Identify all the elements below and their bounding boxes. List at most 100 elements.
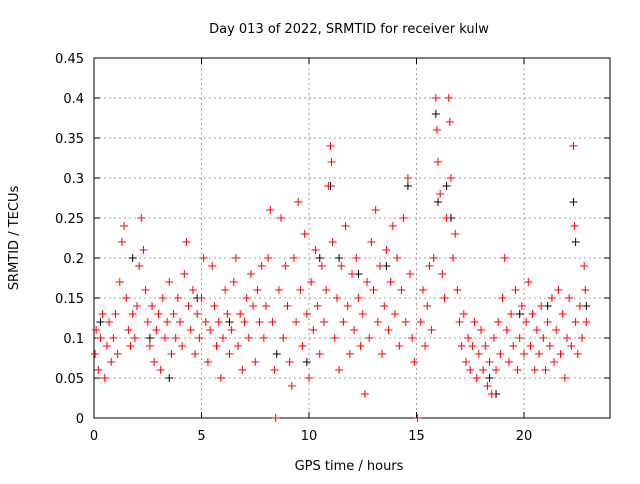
data-point-red <box>339 318 348 326</box>
data-points <box>91 94 591 422</box>
data-point-red <box>262 302 270 310</box>
data-point-red <box>195 334 204 342</box>
data-point-red <box>98 310 107 318</box>
data-point-red <box>257 262 266 270</box>
data-point-red <box>229 278 238 286</box>
data-point-red <box>341 222 350 230</box>
plot-border <box>93 57 611 419</box>
y-tick-label: 0.3 <box>63 172 84 187</box>
data-point-red <box>327 158 336 166</box>
data-point-black <box>571 238 580 246</box>
data-point-red <box>470 318 479 326</box>
data-point-red <box>231 254 240 262</box>
data-point-red <box>292 318 301 326</box>
data-point-red <box>384 326 393 334</box>
data-point-red <box>289 254 298 262</box>
x-tick-label: 10 <box>301 429 318 444</box>
data-point-red <box>453 286 462 294</box>
data-point-red <box>511 286 520 294</box>
data-point-red <box>446 174 455 182</box>
data-point-red <box>494 318 503 326</box>
data-point-red <box>356 342 365 350</box>
data-point-red <box>528 310 537 318</box>
y-tick-label: 0.15 <box>55 292 84 307</box>
data-point-red <box>96 334 105 342</box>
data-point-red <box>109 334 118 342</box>
data-point-red <box>266 206 275 214</box>
y-tick-label: 0 <box>76 412 84 427</box>
data-point-red <box>227 326 236 334</box>
data-point-red <box>320 318 329 326</box>
data-point-red <box>143 318 152 326</box>
data-point-red <box>137 214 146 222</box>
data-point-black <box>431 110 440 118</box>
y-tick-label: 0.35 <box>55 132 84 147</box>
data-point-red <box>563 334 571 342</box>
data-point-red <box>354 294 363 302</box>
x-tick-label: 20 <box>516 429 533 444</box>
data-point-red <box>513 366 522 374</box>
data-point-red <box>246 270 255 278</box>
y-tick-label: 0.4 <box>63 92 84 107</box>
data-point-red <box>326 142 335 150</box>
data-point-red <box>214 318 223 326</box>
data-point-red <box>271 414 280 422</box>
data-point-red <box>212 342 221 350</box>
data-point-red <box>107 358 116 366</box>
data-point-red <box>569 142 578 150</box>
y-tick-label: 0.1 <box>63 332 84 347</box>
y-tick-label: 0.25 <box>55 212 84 227</box>
data-point-red <box>186 326 195 334</box>
data-point-red <box>100 374 109 382</box>
data-point-red <box>352 254 361 262</box>
data-point-red <box>268 318 277 326</box>
x-tick-label: 0 <box>90 429 98 444</box>
data-point-red <box>481 342 490 350</box>
data-point-red <box>547 294 556 302</box>
data-point-red <box>141 286 150 294</box>
data-point-red <box>249 302 258 310</box>
data-point-red <box>216 374 225 382</box>
data-point-red <box>169 310 178 318</box>
data-point-red <box>375 262 384 270</box>
data-point-red <box>242 294 251 302</box>
data-point-red <box>565 294 574 302</box>
data-point-red <box>438 270 447 278</box>
data-point-red <box>522 318 531 326</box>
data-point-red <box>373 318 382 326</box>
data-point-red <box>423 302 432 310</box>
data-point-red <box>350 326 359 334</box>
data-point-red <box>386 278 395 286</box>
data-point-black <box>165 374 174 382</box>
data-point-red <box>530 366 539 374</box>
data-point-red <box>343 302 352 310</box>
chart-title: Day 013 of 2022, SRMTID for receiver kul… <box>209 22 489 37</box>
data-point-red <box>388 222 397 230</box>
data-point-black <box>128 254 137 262</box>
data-point-red <box>199 254 208 262</box>
data-point-red <box>277 214 286 222</box>
data-point-red <box>487 390 496 398</box>
data-point-red <box>399 214 408 222</box>
data-point-red <box>421 342 430 350</box>
data-point-black <box>272 350 281 358</box>
data-point-red <box>461 358 470 366</box>
data-point-red <box>552 326 561 334</box>
data-point-red <box>489 334 498 342</box>
data-point-red <box>532 326 541 334</box>
data-point-red <box>251 358 260 366</box>
data-point-red <box>558 310 567 318</box>
data-point-black <box>403 182 412 190</box>
data-point-red <box>444 94 453 102</box>
data-point-red <box>395 342 404 350</box>
data-point-red <box>163 318 172 326</box>
data-point-red <box>253 286 262 294</box>
data-point-red <box>152 326 161 334</box>
data-point-red <box>180 270 189 278</box>
data-point-red <box>219 334 227 342</box>
data-point-red <box>184 302 193 310</box>
data-point-red <box>418 286 427 294</box>
data-point-red <box>545 342 554 350</box>
data-point-red <box>451 230 460 238</box>
